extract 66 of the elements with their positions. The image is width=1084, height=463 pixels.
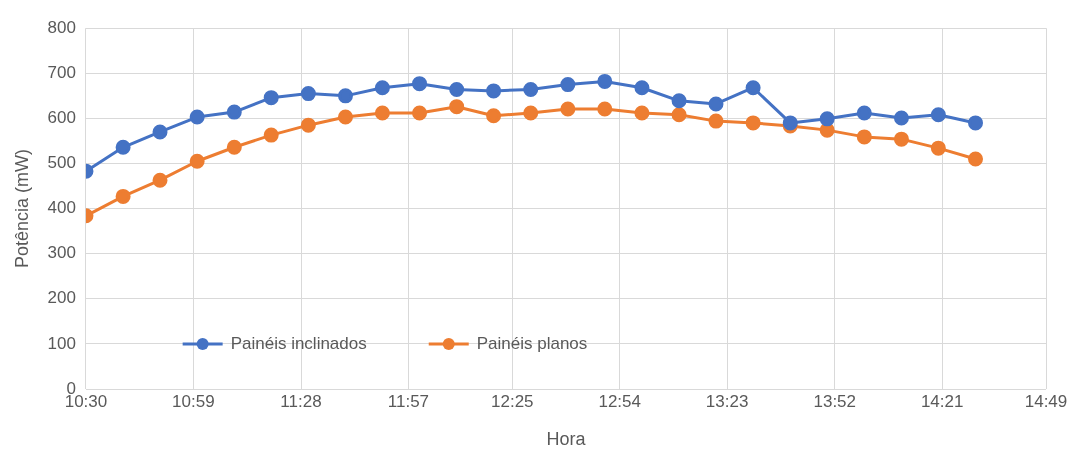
y-tick-label: 400 [47, 198, 76, 218]
point [300, 86, 316, 102]
point [486, 108, 502, 124]
point [893, 110, 909, 126]
point [449, 82, 465, 98]
point [634, 80, 650, 96]
x-tick-label: 11:57 [387, 391, 430, 411]
point [226, 104, 242, 120]
point [745, 115, 761, 131]
x-tick-label: 14:21 [920, 391, 964, 411]
x-tick-label: 13:52 [813, 391, 857, 411]
legend-label: Painéis planos [476, 333, 588, 353]
point [374, 105, 390, 121]
point [523, 105, 539, 121]
point [968, 151, 983, 167]
point [856, 105, 872, 121]
y-tick-label: 100 [47, 333, 76, 353]
point [708, 96, 724, 112]
x-tick-label: 13:23 [705, 391, 749, 411]
point [560, 101, 576, 117]
point [597, 101, 613, 117]
y-tick-label: 500 [47, 153, 76, 173]
point [189, 109, 205, 125]
point [263, 90, 279, 106]
point [523, 82, 539, 98]
point [819, 111, 835, 127]
x-tick-label: 12:25 [491, 391, 534, 411]
point [708, 113, 724, 129]
point [152, 172, 168, 188]
point [671, 93, 687, 109]
legend-label: Painéis inclinados [230, 333, 367, 353]
y-tick-label: 600 [47, 108, 76, 128]
point [634, 105, 650, 121]
point [856, 129, 872, 145]
point [226, 139, 242, 155]
x-tick-label: 14:49 [1024, 391, 1068, 411]
y-tick-label: 200 [47, 288, 76, 308]
point [671, 107, 687, 123]
point [263, 127, 279, 143]
point [300, 117, 316, 133]
point [337, 88, 353, 104]
point [412, 105, 428, 121]
x-tick-label: 10:59 [172, 391, 215, 411]
point [412, 76, 428, 92]
point [449, 99, 465, 115]
point [152, 124, 168, 140]
point [597, 73, 613, 89]
point [930, 107, 946, 123]
point [374, 80, 390, 96]
y-tick-label: 800 [47, 17, 76, 37]
point [337, 109, 353, 125]
y-tick-label: 700 [47, 62, 76, 82]
y-axis-title: Potência (mW) [11, 149, 32, 269]
x-tick-label: 12:54 [598, 391, 641, 411]
point [560, 77, 576, 93]
x-axis-title: Hora [546, 429, 587, 450]
point [930, 140, 946, 156]
point [115, 188, 131, 204]
point [189, 153, 205, 169]
point [968, 115, 983, 131]
point [486, 83, 502, 99]
x-tick-label: 11:28 [280, 391, 322, 411]
point [115, 139, 131, 155]
y-tick-label: 300 [47, 243, 76, 263]
point [745, 80, 761, 96]
point [893, 131, 909, 147]
